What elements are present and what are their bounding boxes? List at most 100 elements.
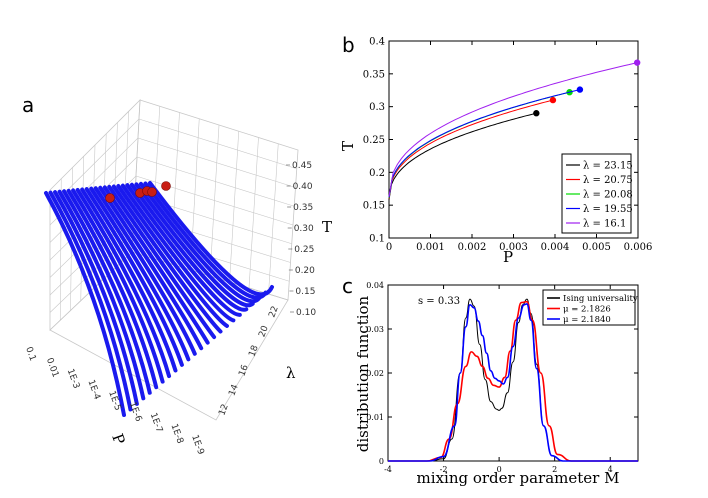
p-tick-label: 0.01 (44, 357, 60, 379)
panel-b-x-label: P (503, 248, 513, 266)
y-tick-label: 0.4 (369, 37, 385, 48)
panel-a-letter: a (22, 93, 34, 117)
y-tick-label: 0.2 (369, 168, 385, 179)
surface-curve (120, 183, 236, 323)
panel-c-curves (388, 298, 638, 462)
legend-label: λ = 19.55 (583, 204, 633, 215)
surface-curve (89, 186, 191, 362)
surface-curve (116, 184, 229, 328)
panel-a-curves (44, 181, 274, 417)
surface-curve (57, 189, 146, 401)
grid-line (136, 156, 295, 207)
surface-curve (102, 185, 210, 345)
y-tick-label: 0.04 (366, 281, 384, 290)
series-line (388, 62, 638, 197)
x-tick-label: 0.006 (624, 242, 653, 253)
z-tick-label: 0.20 (295, 266, 315, 276)
panel-b-letter: b (342, 33, 355, 57)
p-tick-label: 1E-7 (148, 412, 164, 435)
lambda-tick-label: 12 (217, 403, 230, 417)
surface-curve (62, 189, 152, 395)
x-tick-label: 0.001 (416, 242, 445, 253)
critical-point (105, 193, 115, 203)
surface-curve (80, 187, 178, 373)
series-line (388, 300, 638, 462)
panel-c-x-label: mixing order parameter M (417, 469, 620, 487)
panel-b: b 0 0.001 0.002 0.003 0.004 0.005 0.006 0.1 0.15… (339, 33, 652, 266)
panel-c: c -4 -2 0 2 4 0 0.01 0.02 0.03 0.04 s = 0.33 mixi… (342, 274, 639, 487)
panel-c-y-label: distribution function (354, 295, 372, 452)
series-line (388, 112, 537, 200)
y-tick-label: 0.03 (366, 325, 384, 334)
surface-curve (111, 184, 223, 334)
panel-b-curves (388, 59, 641, 200)
panel-a-box (49, 98, 299, 421)
p-tick-label: 1E-9 (189, 434, 205, 457)
series-line (388, 99, 554, 199)
y-tick-label: 0.15 (363, 201, 385, 212)
surface-curve (44, 191, 126, 417)
surface-curve (125, 183, 242, 317)
z-tick-label: 0.15 (295, 287, 315, 297)
legend-label: λ = 23.15 (583, 161, 633, 172)
y-tick-label: 0.01 (366, 413, 384, 422)
legend-label: Ising universality (563, 294, 638, 304)
legend-label: λ = 16.1 (583, 219, 626, 230)
surface-curve (148, 181, 274, 297)
surface-curve (138, 181, 262, 304)
critical-point (147, 187, 157, 197)
x-tick-label: 0 (386, 242, 392, 253)
panel-b-y-label: T (339, 141, 357, 151)
panel-b-ticks: 0 0.001 0.002 0.003 0.004 0.005 0.006 0.1 0.15 0.… (363, 37, 653, 254)
surface-curve (107, 184, 217, 340)
y-tick-label: 0.3 (369, 102, 385, 113)
x-tick-label: -4 (384, 465, 392, 474)
x-tick-label: -2 (440, 465, 448, 474)
surface-curve (75, 187, 172, 379)
series-line (388, 89, 581, 198)
x-tick-label: 0.003 (499, 242, 528, 253)
critical-point (576, 86, 584, 93)
y-tick-label: 0.02 (366, 369, 384, 378)
surface-curve (134, 182, 255, 308)
panel-a-lambda-ticks: 22 20 18 16 14 12 (217, 305, 280, 417)
p-tick-label: 1E-4 (85, 379, 101, 402)
critical-point (633, 59, 641, 66)
x-tick-label: 0.004 (541, 242, 570, 253)
p-tick-label: 0.1 (23, 346, 37, 363)
panel-c-ticks: -4 -2 0 2 4 0 0.01 0.02 0.03 0.04 (366, 281, 638, 474)
legend-label: μ = 2.1840 (563, 315, 611, 325)
p-tick-label: 1E-6 (127, 401, 143, 424)
series-line (388, 91, 570, 198)
legend-label: μ = 2.1826 (563, 305, 611, 315)
z-tick-label: 0.25 (294, 245, 314, 255)
panel-a-y-label: λ (286, 364, 296, 382)
y-tick-label: 0.25 (363, 135, 385, 146)
lambda-tick-label: 14 (227, 383, 240, 397)
legend-label: λ = 20.75 (583, 175, 633, 186)
y-tick-label: 0.1 (369, 234, 385, 245)
surface-curve (93, 186, 197, 356)
z-tick-label: 0.10 (296, 308, 316, 318)
legend-label: λ = 20.08 (583, 190, 633, 201)
lambda-tick-label: 22 (267, 305, 280, 319)
lambda-tick-label: 20 (257, 324, 270, 338)
panel-c-annotation: s = 0.33 (418, 296, 460, 307)
p-tick-label: 1E-3 (65, 368, 81, 391)
lambda-tick-label: 16 (237, 363, 250, 377)
critical-point (533, 110, 540, 117)
z-tick-label: 0.30 (294, 224, 314, 234)
z-tick-label: 0.40 (293, 182, 313, 192)
x-tick-label: 0 (497, 465, 502, 474)
panel-a-critical-points (105, 181, 171, 203)
x-tick-label: 0.002 (458, 242, 487, 253)
z-tick-label: 0.45 (292, 161, 312, 171)
panel-b-legend: λ = 23.15 λ = 20.75 λ = 20.08 λ = 19.55 λ = … (566, 161, 633, 230)
panel-a-z-ticks: 0.10 0.15 0.20 0.25 0.30 0.35 0.40 0.45 (286, 161, 316, 318)
x-tick-label: 0.005 (582, 242, 611, 253)
surface-curve (66, 188, 159, 390)
p-tick-label: 1E-8 (168, 423, 184, 446)
grid-line (138, 118, 297, 170)
